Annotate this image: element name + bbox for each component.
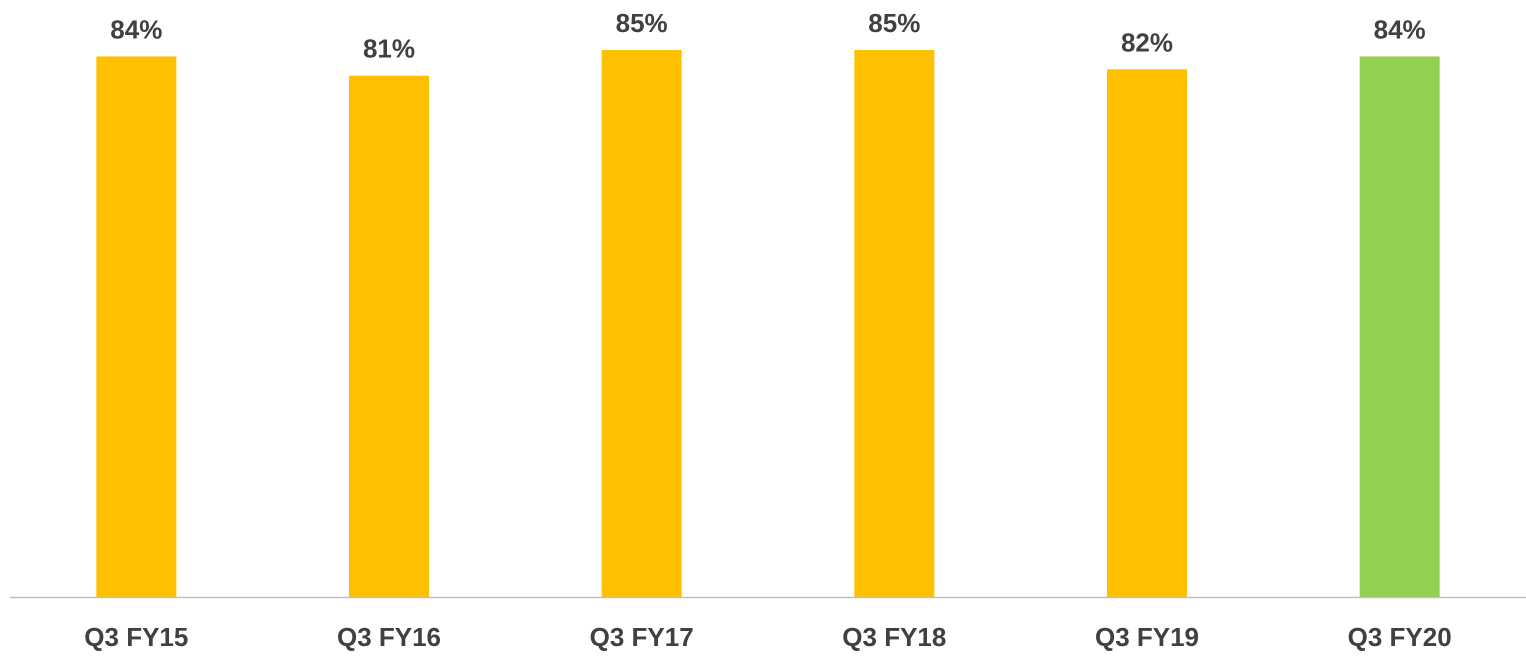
data-label: 84% (1374, 14, 1426, 44)
x-tick-label: Q3 FY15 (84, 622, 188, 652)
data-label: 82% (1121, 27, 1173, 57)
bar-q3-fy20 (1359, 56, 1440, 597)
data-label: 81% (363, 34, 415, 64)
bars-group (96, 50, 1440, 598)
bar-q3-fy17 (601, 50, 682, 597)
x-tick-label: Q3 FY16 (337, 622, 441, 652)
data-label: 85% (616, 8, 668, 38)
x-tick-labels-group: Q3 FY15 Q3 FY16 Q3 FY17 Q3 FY18 Q3 FY19 Q3 FY… (84, 622, 1451, 652)
x-tick-label: Q3 FY17 (590, 622, 694, 652)
bar-q3-fy15 (96, 56, 177, 597)
x-tick-label: Q3 FY20 (1348, 622, 1452, 652)
x-tick-label: Q3 FY19 (1095, 622, 1199, 652)
bar-q3-fy18 (854, 50, 935, 597)
data-label: 84% (110, 14, 162, 44)
data-labels-group: 84% 81% 85% 85% 82% 84% (110, 8, 1425, 64)
bar-q3-fy19 (1107, 69, 1187, 597)
bar-q3-fy16 (349, 75, 429, 598)
data-label: 85% (868, 8, 920, 38)
x-tick-label: Q3 FY18 (842, 622, 946, 652)
